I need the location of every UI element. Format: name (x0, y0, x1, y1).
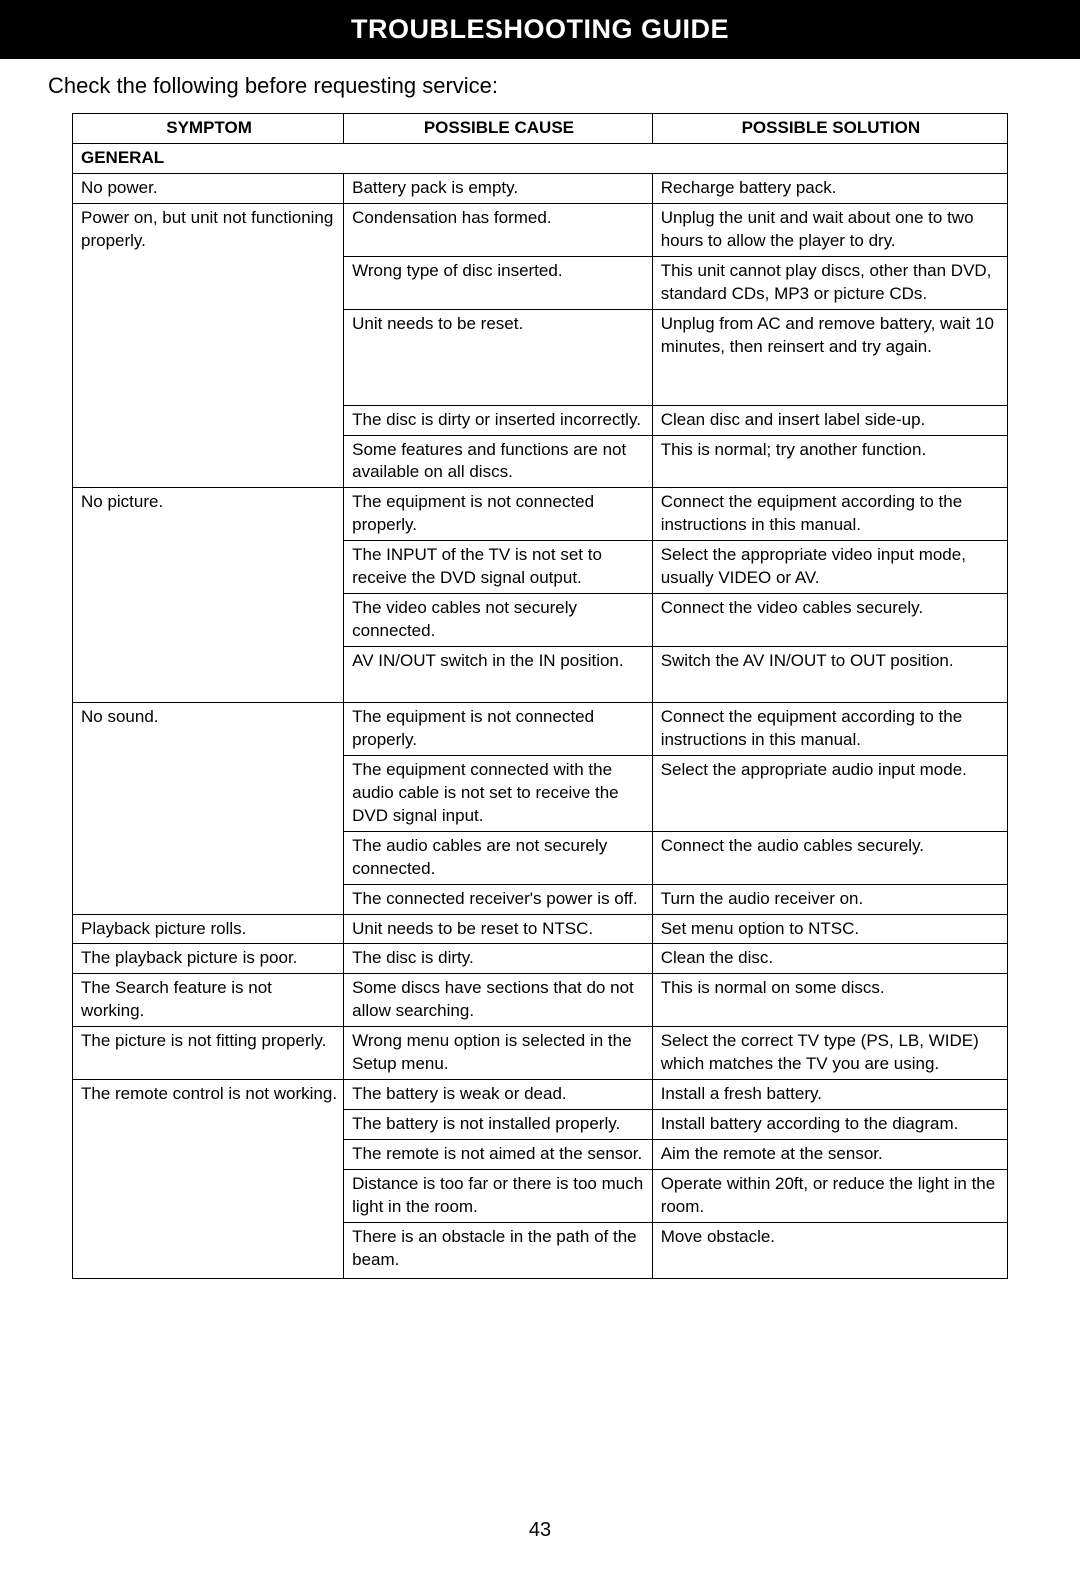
cell-cause: There is an obstacle in the path of the … (344, 1222, 653, 1278)
table-row: No picture. The equipment is not connect… (73, 488, 1008, 541)
cell-symptom: The playback picture is poor. (73, 944, 344, 974)
cell-solution: Install battery according to the diagram… (652, 1110, 1007, 1140)
cell-cause: The equipment is not connected properly. (344, 703, 653, 756)
cell-cause: The battery is not installed properly. (344, 1110, 653, 1140)
cell-symptom: No picture. (73, 488, 344, 703)
cell-cause: The INPUT of the TV is not set to receiv… (344, 541, 653, 594)
cell-cause: The audio cables are not securely connec… (344, 831, 653, 884)
cell-solution: This unit cannot play discs, other than … (652, 256, 1007, 309)
header-cause: POSSIBLE CAUSE (344, 114, 653, 144)
page-number: 43 (0, 1279, 1080, 1542)
table-row: The remote control is not working. The b… (73, 1080, 1008, 1110)
cell-symptom: Power on, but unit not functioning prope… (73, 203, 344, 488)
header-solution: POSSIBLE SOLUTION (652, 114, 1007, 144)
cell-solution: Move obstacle. (652, 1222, 1007, 1278)
cell-solution: Recharge battery pack. (652, 173, 1007, 203)
cell-solution: Install a fresh battery. (652, 1080, 1007, 1110)
cell-cause: Unit needs to be reset. (344, 309, 653, 405)
cell-symptom: The picture is not fitting properly. (73, 1027, 344, 1080)
cell-cause: The disc is dirty or inserted incorrectl… (344, 405, 653, 435)
table-header-row: SYMPTOM POSSIBLE CAUSE POSSIBLE SOLUTION (73, 114, 1008, 144)
cell-solution: Connect the audio cables securely. (652, 831, 1007, 884)
cell-symptom: Playback picture rolls. (73, 914, 344, 944)
cell-solution: Connect the equipment according to the i… (652, 703, 1007, 756)
page: TROUBLESHOOTING GUIDE Check the followin… (0, 0, 1080, 1582)
cell-cause: The battery is weak or dead. (344, 1080, 653, 1110)
cell-solution: This is normal; try another function. (652, 435, 1007, 488)
cell-solution: Unplug the unit and wait about one to tw… (652, 203, 1007, 256)
cell-cause: The equipment is not connected properly. (344, 488, 653, 541)
cell-symptom: No power. (73, 173, 344, 203)
cell-solution: Set menu option to NTSC. (652, 914, 1007, 944)
cell-cause: Wrong type of disc inserted. (344, 256, 653, 309)
page-subtitle: Check the following before requesting se… (0, 59, 1080, 113)
cell-solution: This is normal on some discs. (652, 974, 1007, 1027)
cell-cause: Some features and functions are not avai… (344, 435, 653, 488)
cell-symptom: No sound. (73, 703, 344, 915)
cell-cause: Battery pack is empty. (344, 173, 653, 203)
cell-solution: Unplug from AC and remove battery, wait … (652, 309, 1007, 405)
section-general: GENERAL (73, 143, 1008, 173)
cell-solution: Clean disc and insert label side-up. (652, 405, 1007, 435)
cell-cause: Condensation has formed. (344, 203, 653, 256)
table-row: The playback picture is poor. The disc i… (73, 944, 1008, 974)
cell-solution: Connect the video cables securely. (652, 594, 1007, 647)
cell-cause: The connected receiver's power is off. (344, 884, 653, 914)
cell-cause: The remote is not aimed at the sensor. (344, 1140, 653, 1170)
header-symptom: SYMPTOM (73, 114, 344, 144)
section-row: GENERAL (73, 143, 1008, 173)
cell-symptom: The Search feature is not working. (73, 974, 344, 1027)
page-title: TROUBLESHOOTING GUIDE (0, 0, 1080, 59)
cell-cause: Some discs have sections that do not all… (344, 974, 653, 1027)
cell-solution: Select the appropriate video input mode,… (652, 541, 1007, 594)
cell-solution: Select the correct TV type (PS, LB, WIDE… (652, 1027, 1007, 1080)
cell-cause: Wrong menu option is selected in the Set… (344, 1027, 653, 1080)
cell-solution: Turn the audio receiver on. (652, 884, 1007, 914)
table-row: No sound. The equipment is not connected… (73, 703, 1008, 756)
table-row: The Search feature is not working. Some … (73, 974, 1008, 1027)
cell-solution: Select the appropriate audio input mode. (652, 755, 1007, 831)
cell-cause: Distance is too far or there is too much… (344, 1169, 653, 1222)
table-container: SYMPTOM POSSIBLE CAUSE POSSIBLE SOLUTION… (0, 113, 1080, 1279)
cell-solution: Switch the AV IN/OUT to OUT position. (652, 647, 1007, 703)
cell-cause: The disc is dirty. (344, 944, 653, 974)
cell-cause: Unit needs to be reset to NTSC. (344, 914, 653, 944)
cell-cause: The video cables not securely connected. (344, 594, 653, 647)
cell-solution: Connect the equipment according to the i… (652, 488, 1007, 541)
troubleshooting-table: SYMPTOM POSSIBLE CAUSE POSSIBLE SOLUTION… (72, 113, 1008, 1279)
cell-symptom: The remote control is not working. (73, 1080, 344, 1279)
table-row: Power on, but unit not functioning prope… (73, 203, 1008, 256)
cell-cause: AV IN/OUT switch in the IN position. (344, 647, 653, 703)
cell-solution: Aim the remote at the sensor. (652, 1140, 1007, 1170)
cell-cause: The equipment connected with the audio c… (344, 755, 653, 831)
cell-solution: Clean the disc. (652, 944, 1007, 974)
table-row: Playback picture rolls. Unit needs to be… (73, 914, 1008, 944)
table-row: No power. Battery pack is empty. Recharg… (73, 173, 1008, 203)
cell-solution: Operate within 20ft, or reduce the light… (652, 1169, 1007, 1222)
table-row: The picture is not fitting properly. Wro… (73, 1027, 1008, 1080)
